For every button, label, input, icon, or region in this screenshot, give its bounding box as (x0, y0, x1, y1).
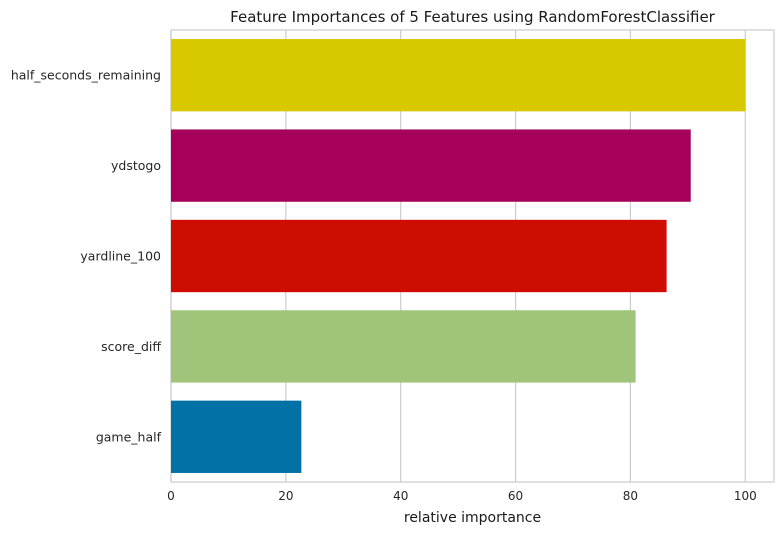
y-category-label: game_half (96, 429, 162, 444)
bar-game-half (171, 400, 302, 473)
bar-half-seconds-remaining (171, 39, 746, 112)
chart-title: Feature Importances of 5 Features using … (230, 8, 716, 26)
x-tick-label: 0 (167, 489, 175, 503)
bar-ydstogo (171, 129, 691, 202)
y-category-label: score_diff (101, 339, 161, 354)
x-axis-label: relative importance (404, 510, 541, 526)
bar-score-diff (171, 310, 636, 383)
bar-yardline-100 (171, 219, 667, 293)
x-tick-labels: 0 20 40 60 80 100 (167, 489, 757, 503)
x-tick-label: 40 (393, 489, 408, 503)
x-tick-label: 60 (508, 489, 523, 503)
bars (171, 39, 746, 473)
x-tick-label: 100 (734, 489, 757, 503)
y-category-label: half_seconds_remaining (11, 68, 161, 83)
y-category-label: yardline_100 (80, 249, 161, 264)
x-tick-label: 80 (623, 489, 638, 503)
y-category-label: ydstogo (111, 158, 161, 173)
x-tick-label: 20 (278, 489, 293, 503)
